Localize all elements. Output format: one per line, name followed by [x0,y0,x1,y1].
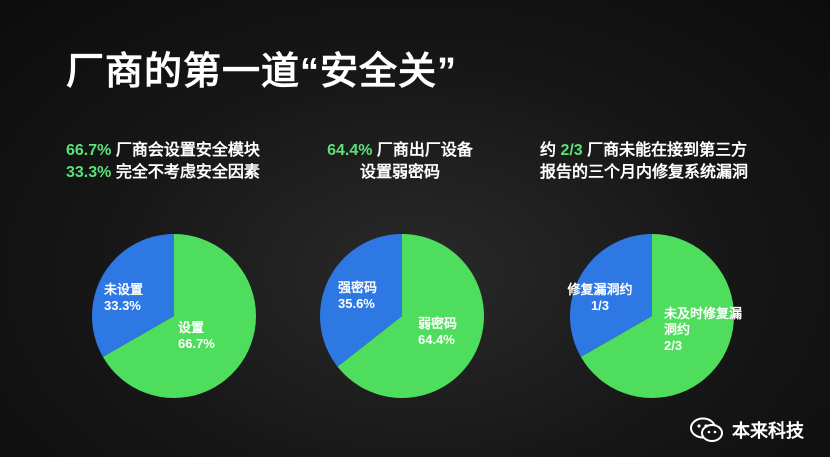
pie-3-label-green: 未及时修复漏洞约 2/3 [664,306,744,354]
pie-1-label-green: 设置 66.7% [178,320,215,352]
pie-chart-2: 强密码 35.6% 弱密码 64.4% [318,232,486,400]
pie-3-green-value: 2/3 [664,338,683,353]
pie-3-green-name: 未及时修复漏洞约 [664,306,743,337]
caption-2-text-1: 厂商出厂设备 [372,142,473,159]
pie-chart-3: 修复漏洞约 1/3 未及时修复漏洞约 2/3 [567,232,742,400]
caption-3-pre-1: 约 [540,142,561,159]
pie-3-svg [570,234,734,398]
pie-3-slice-green [580,234,734,398]
pie-2-blue-value: 35.6% [338,296,375,311]
caption-3-text-2: 报告的三个月内修复系统漏洞 [540,164,749,181]
pie-3-slice-blue [570,234,652,357]
pie-2-label-blue: 强密码 35.6% [338,280,377,312]
caption-1: 66.7% 厂商会设置安全模块 33.3% 完全不考虑安全因素 [66,140,260,184]
pie-2-green-value: 64.4% [418,332,455,347]
pie-2-green-name: 弱密码 [418,316,458,331]
caption-3: 约 2/3 厂商未能在接到第三方 报告的三个月内修复系统漏洞 [540,140,748,184]
page-title: 厂商的第一道“安全关” [66,51,458,93]
caption-3-pct-1: 2/3 [560,142,583,159]
watermark: 本来科技 [690,417,804,443]
pie-3-blue-value: 1/3 [590,298,610,313]
pie-2-label-green: 弱密码 64.4% [418,316,457,348]
pie-1-label-blue: 未设置 33.3% [104,282,143,314]
caption-1-text-2: 完全不考虑安全因素 [111,164,260,181]
pie-1-green-name: 设置 [178,320,205,335]
caption-1-pct-2: 33.3% [66,164,112,181]
pie-1-blue-value: 33.3% [104,298,141,313]
caption-3-text-1: 厂商未能在接到第三方 [582,142,748,159]
pie-1-blue-name: 未设置 [104,282,144,297]
pie-2-svg [320,234,484,398]
caption-2: 64.4% 厂商出厂设备 设置弱密码 [320,140,480,184]
wechat-icon [690,417,723,442]
pie-1-green-value: 66.7% [178,336,215,351]
caption-1-text-1: 厂商会设置安全模块 [111,142,260,159]
pie-3-label-blue: 修复漏洞约 1/3 [552,282,648,314]
pie-2-blue-name: 强密码 [338,280,378,295]
pie-1-slice-blue [91,234,174,357]
pie-1-svg [91,234,256,398]
pie-2-slice-blue [320,234,402,367]
pie-2-slice-green [337,234,484,398]
caption-2-text-2: 设置弱密码 [359,164,440,181]
pie-1-slice-green [102,234,256,398]
caption-2-pct-1: 64.4% [327,142,373,159]
watermark-text: 本来科技 [732,421,804,441]
pie-chart-1: 未设置 33.3% 设置 66.7% [90,232,258,400]
caption-1-pct-1: 66.7% [66,142,112,159]
pie-3-blue-name: 修复漏洞约 [567,282,633,297]
